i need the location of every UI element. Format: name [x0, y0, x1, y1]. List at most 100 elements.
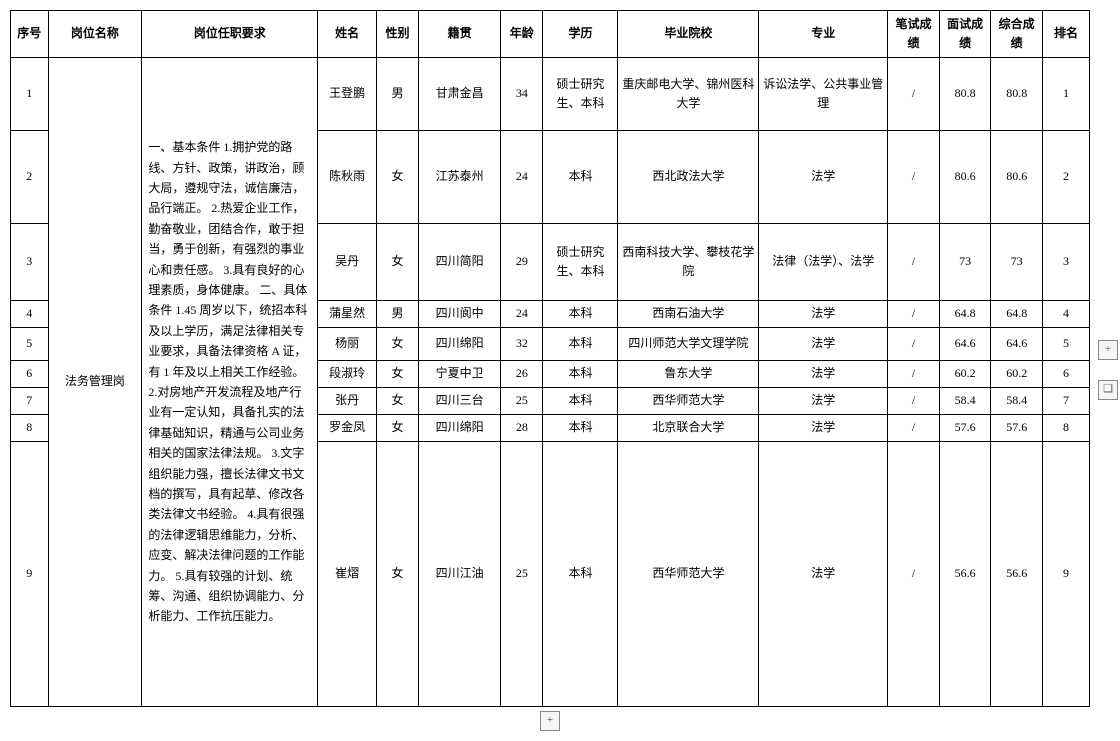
cell-major: 法学 [759, 442, 888, 707]
column-header: 年龄 [501, 11, 543, 58]
cell-name: 罗金凤 [318, 415, 377, 442]
cell-written: / [888, 301, 940, 328]
cell-age: 34 [501, 58, 543, 131]
cell-idx: 8 [11, 415, 49, 442]
cell-gender: 男 [376, 58, 418, 131]
cell-total: 58.4 [991, 388, 1043, 415]
cell-edu: 本科 [543, 131, 618, 224]
cell-name: 张丹 [318, 388, 377, 415]
cell-school: 西北政法大学 [618, 131, 759, 224]
cell-interview: 80.6 [939, 131, 991, 224]
cell-interview: 57.6 [939, 415, 991, 442]
cell-name: 吴丹 [318, 224, 377, 301]
cell-idx: 9 [11, 442, 49, 707]
cell-major: 法律（法学）、法学 [759, 224, 888, 301]
cell-edu: 本科 [543, 328, 618, 361]
column-header: 姓名 [318, 11, 377, 58]
cell-gender: 女 [376, 388, 418, 415]
side-controls: + ❏ [1098, 340, 1118, 400]
cell-origin: 江苏泰州 [419, 131, 501, 224]
column-header: 毕业院校 [618, 11, 759, 58]
cell-idx: 1 [11, 58, 49, 131]
cell-rank: 7 [1042, 388, 1089, 415]
cell-origin: 四川阆中 [419, 301, 501, 328]
column-header: 面试成绩 [939, 11, 991, 58]
cell-gender: 女 [376, 415, 418, 442]
cell-school: 四川师范大学文理学院 [618, 328, 759, 361]
cell-name: 王登鹏 [318, 58, 377, 131]
cell-idx: 3 [11, 224, 49, 301]
cell-origin: 四川绵阳 [419, 415, 501, 442]
cell-rank: 8 [1042, 415, 1089, 442]
cell-rank: 1 [1042, 58, 1089, 131]
cell-major: 法学 [759, 388, 888, 415]
cell-written: / [888, 328, 940, 361]
cell-school: 西华师范大学 [618, 442, 759, 707]
cell-total: 64.8 [991, 301, 1043, 328]
cell-interview: 56.6 [939, 442, 991, 707]
cell-origin: 四川简阳 [419, 224, 501, 301]
cell-origin: 宁夏中卫 [419, 361, 501, 388]
cell-school: 北京联合大学 [618, 415, 759, 442]
cell-total: 80.6 [991, 131, 1043, 224]
cell-idx: 7 [11, 388, 49, 415]
cell-name: 蒲星然 [318, 301, 377, 328]
table-header-row: 序号岗位名称岗位任职要求姓名性别籍贯年龄学历毕业院校专业笔试成绩面试成绩综合成绩… [11, 11, 1090, 58]
cell-gender: 女 [376, 224, 418, 301]
cell-name: 段淑玲 [318, 361, 377, 388]
cell-idx: 4 [11, 301, 49, 328]
column-header: 综合成绩 [991, 11, 1043, 58]
cell-gender: 女 [376, 328, 418, 361]
cell-idx: 5 [11, 328, 49, 361]
cell-edu: 本科 [543, 388, 618, 415]
cell-written: / [888, 361, 940, 388]
cell-interview: 64.8 [939, 301, 991, 328]
cell-major: 诉讼法学、公共事业管理 [759, 58, 888, 131]
cell-interview: 60.2 [939, 361, 991, 388]
cell-origin: 四川三台 [419, 388, 501, 415]
cell-origin: 四川江油 [419, 442, 501, 707]
cell-written: / [888, 442, 940, 707]
column-header: 专业 [759, 11, 888, 58]
cell-age: 29 [501, 224, 543, 301]
cell-name: 陈秋雨 [318, 131, 377, 224]
column-header: 学历 [543, 11, 618, 58]
cell-interview: 73 [939, 224, 991, 301]
cell-edu: 本科 [543, 415, 618, 442]
column-header: 性别 [376, 11, 418, 58]
cell-major: 法学 [759, 328, 888, 361]
cell-school: 西南科技大学、攀枝花学院 [618, 224, 759, 301]
cell-age: 24 [501, 131, 543, 224]
cell-age: 24 [501, 301, 543, 328]
cell-major: 法学 [759, 131, 888, 224]
cell-origin: 四川绵阳 [419, 328, 501, 361]
cell-rank: 9 [1042, 442, 1089, 707]
cell-edu: 本科 [543, 361, 618, 388]
cell-written: / [888, 58, 940, 131]
cell-age: 25 [501, 442, 543, 707]
column-header: 籍贯 [419, 11, 501, 58]
column-header: 岗位任职要求 [142, 11, 318, 58]
cell-interview: 80.8 [939, 58, 991, 131]
column-header: 序号 [11, 11, 49, 58]
cell-rank: 4 [1042, 301, 1089, 328]
cell-gender: 女 [376, 442, 418, 707]
cell-major: 法学 [759, 301, 888, 328]
results-table: 序号岗位名称岗位任职要求姓名性别籍贯年龄学历毕业院校专业笔试成绩面试成绩综合成绩… [10, 10, 1090, 707]
cell-written: / [888, 131, 940, 224]
add-column-button[interactable]: + [1098, 340, 1118, 360]
cell-requirements: 一、基本条件 1.拥护党的路线、方针、政策，讲政治，顾大局，遵规守法，诚信廉洁，… [142, 58, 318, 707]
add-row-button[interactable]: + [540, 711, 560, 731]
cell-major: 法学 [759, 415, 888, 442]
cell-total: 56.6 [991, 442, 1043, 707]
cell-total: 57.6 [991, 415, 1043, 442]
column-header: 笔试成绩 [888, 11, 940, 58]
cell-school: 西南石油大学 [618, 301, 759, 328]
cell-idx: 6 [11, 361, 49, 388]
cell-edu: 硕士研究生、本科 [543, 58, 618, 131]
cell-rank: 5 [1042, 328, 1089, 361]
cell-rank: 6 [1042, 361, 1089, 388]
cell-origin: 甘肃金昌 [419, 58, 501, 131]
note-button[interactable]: ❏ [1098, 380, 1118, 400]
cell-edu: 硕士研究生、本科 [543, 224, 618, 301]
